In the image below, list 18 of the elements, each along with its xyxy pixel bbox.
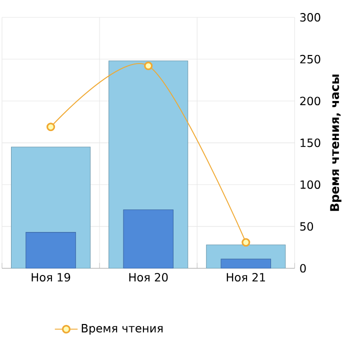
- x-tick-label: Ноя 21: [226, 272, 265, 282]
- bar: [220, 258, 272, 269]
- point: [46, 122, 56, 132]
- y-tick-label: 150: [300, 138, 320, 148]
- y-tick-label: 50: [300, 222, 314, 231]
- y-tick-label: 250: [300, 54, 320, 64]
- y-tick-label: 300: [300, 13, 320, 22]
- y-axis-title: Время чтения, часы: [330, 74, 342, 211]
- point: [144, 62, 153, 70]
- point: [242, 238, 250, 247]
- legend-label: Время чтения: [82, 324, 163, 335]
- x-tick-label: Ноя 19: [32, 272, 70, 282]
- bar: [26, 232, 76, 269]
- bar: [123, 209, 174, 269]
- y-tick-label: 0: [300, 264, 306, 273]
- y-tick-label: 200: [300, 96, 320, 106]
- y-tick-label: 100: [300, 180, 320, 189]
- x-tick-label: Ноя 20: [129, 272, 168, 282]
